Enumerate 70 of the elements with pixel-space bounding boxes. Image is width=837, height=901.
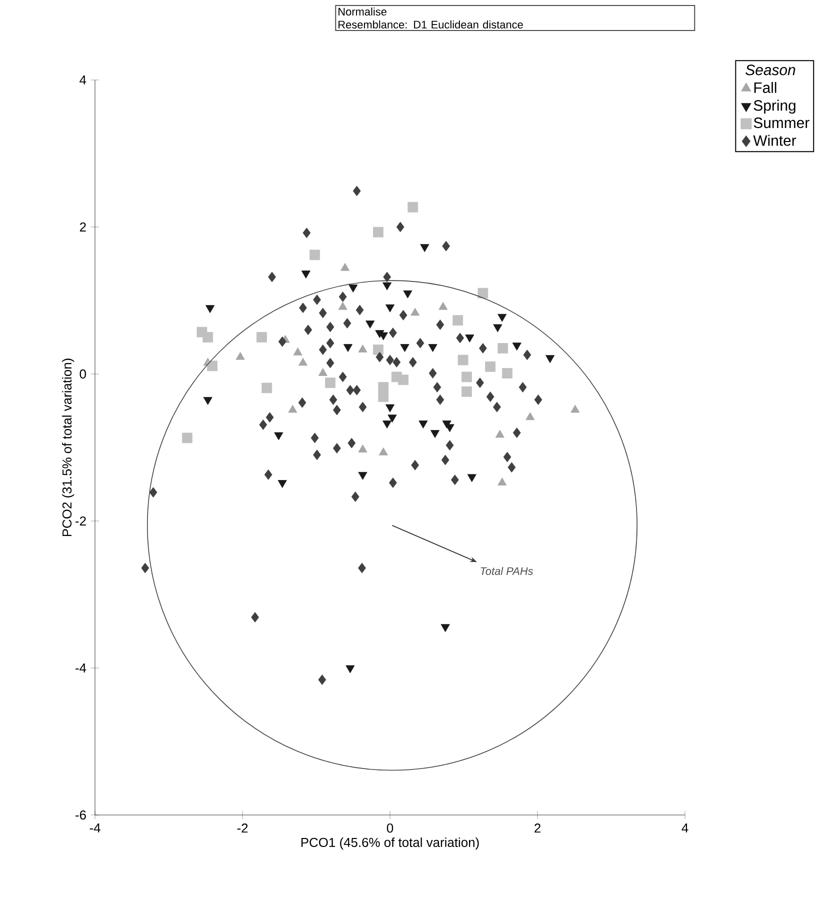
point [358, 472, 368, 480]
point [546, 355, 555, 364]
point [378, 382, 389, 392]
point [452, 315, 464, 326]
point [346, 665, 355, 674]
point [428, 344, 438, 352]
point [373, 344, 384, 355]
x-axis-title: PCO1 (45.6% of total variation) [301, 838, 479, 850]
point [388, 414, 397, 423]
y-tick-label: 4 [80, 76, 86, 84]
y-tick-label: 2 [80, 222, 86, 232]
point [385, 404, 395, 412]
point [385, 304, 395, 312]
y-tick-label: -6 [76, 810, 86, 820]
point [458, 354, 468, 366]
point [274, 432, 284, 440]
point [400, 344, 410, 352]
x-tick-label: -4 [90, 824, 100, 832]
point [348, 284, 358, 292]
point [502, 368, 512, 378]
point [373, 226, 384, 238]
point [378, 392, 389, 402]
point [206, 305, 215, 314]
point [203, 397, 212, 405]
point [465, 334, 474, 342]
legend-label: Winter [753, 134, 796, 146]
annotation: Total PAHs [480, 566, 534, 575]
y-axis-title: PCO2 (31.5% of total variation) [62, 358, 74, 536]
point [498, 343, 508, 354]
point [408, 202, 418, 212]
legend-label: Summer [754, 118, 810, 128]
point [398, 374, 408, 386]
text: Normalise [338, 8, 386, 16]
point [440, 624, 450, 632]
point [278, 480, 287, 488]
point [430, 430, 440, 438]
x-tick-label: 2 [534, 824, 540, 833]
point [256, 332, 267, 342]
point [366, 320, 375, 328]
point [202, 332, 214, 342]
point [420, 244, 430, 252]
point [382, 282, 392, 290]
point [462, 372, 472, 382]
x-tick-label: -2 [237, 824, 248, 833]
point [343, 344, 352, 352]
point [418, 420, 428, 428]
point [182, 432, 192, 444]
point [462, 386, 472, 397]
point [310, 250, 320, 260]
point [478, 288, 488, 298]
point [467, 474, 476, 482]
point [382, 420, 392, 428]
point [403, 290, 412, 298]
legend-label: Fall [754, 82, 776, 93]
point [262, 382, 272, 394]
point [498, 314, 507, 322]
point [325, 378, 336, 388]
point [493, 324, 502, 332]
point [485, 361, 496, 372]
legend-label: Spring [754, 100, 796, 114]
point [207, 360, 218, 372]
legend-title: Season [746, 64, 796, 76]
y-tick-label: -2 [76, 516, 86, 526]
point [301, 270, 310, 278]
x-tick-label: 0 [386, 824, 394, 833]
point [512, 342, 522, 351]
x-tick-label: 4 [682, 824, 688, 832]
text: Resemblance: D1 Euclidean distance [338, 20, 523, 29]
y-tick-label: 0 [80, 369, 86, 379]
y-tick-label: -4 [76, 664, 86, 672]
